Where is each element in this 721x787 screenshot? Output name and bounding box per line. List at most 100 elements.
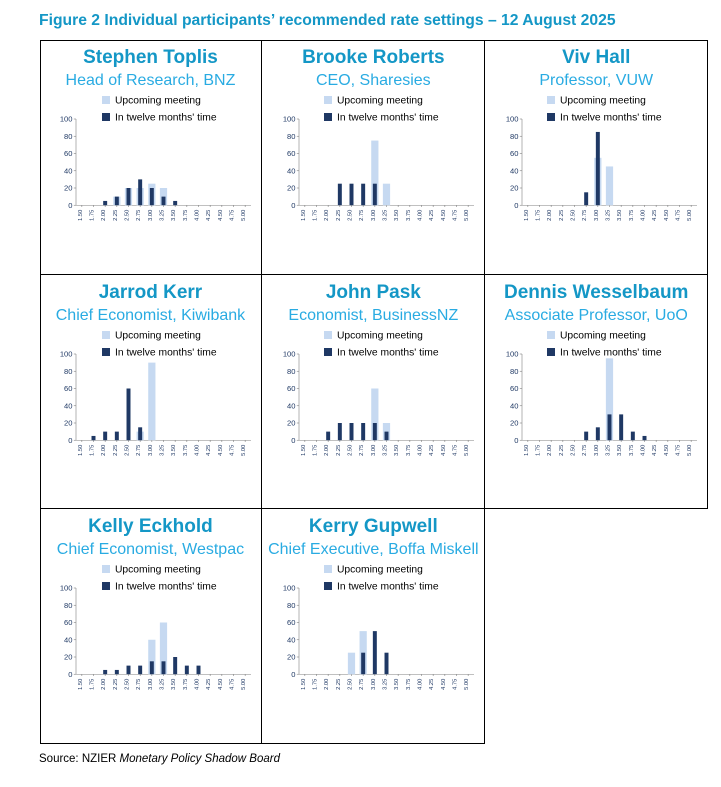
svg-text:80: 80 <box>64 367 72 376</box>
svg-text:3.75: 3.75 <box>629 444 635 455</box>
svg-text:40: 40 <box>64 401 72 410</box>
svg-text:4.25: 4.25 <box>652 210 658 221</box>
svg-text:0: 0 <box>68 670 72 679</box>
svg-text:3.75: 3.75 <box>629 210 635 221</box>
svg-text:2.50: 2.50 <box>570 210 576 221</box>
svg-text:4.00: 4.00 <box>417 679 423 690</box>
svg-text:3.00: 3.00 <box>371 679 377 690</box>
svg-text:2.50: 2.50 <box>347 210 353 221</box>
svg-text:3.75: 3.75 <box>406 210 412 221</box>
svg-text:3.50: 3.50 <box>394 210 400 221</box>
svg-text:2.50: 2.50 <box>347 444 353 455</box>
svg-text:Upcoming meeting: Upcoming meeting <box>115 96 201 107</box>
svg-text:0: 0 <box>291 201 295 210</box>
svg-text:40: 40 <box>510 166 518 175</box>
svg-text:2.50: 2.50 <box>570 444 576 455</box>
svg-text:2.75: 2.75 <box>359 444 365 455</box>
svg-text:0: 0 <box>68 201 72 210</box>
svg-text:4.50: 4.50 <box>218 210 224 221</box>
svg-text:4.00: 4.00 <box>417 444 423 455</box>
svg-text:100: 100 <box>506 349 519 358</box>
svg-text:20: 20 <box>510 184 518 193</box>
svg-text:3.75: 3.75 <box>183 210 189 221</box>
svg-text:1.50: 1.50 <box>301 679 307 690</box>
svg-text:0: 0 <box>291 670 295 679</box>
svg-text:Upcoming meeting: Upcoming meeting <box>560 96 646 107</box>
svg-text:4.75: 4.75 <box>230 444 236 455</box>
svg-text:4.75: 4.75 <box>452 444 458 455</box>
svg-text:2.25: 2.25 <box>113 444 119 455</box>
svg-text:1.50: 1.50 <box>524 444 530 455</box>
svg-text:40: 40 <box>64 636 72 645</box>
svg-text:4.25: 4.25 <box>206 679 212 690</box>
svg-text:4.50: 4.50 <box>441 679 447 690</box>
svg-text:3.75: 3.75 <box>183 679 189 690</box>
svg-text:100: 100 <box>60 584 73 593</box>
svg-text:4.75: 4.75 <box>452 679 458 690</box>
svg-text:2.00: 2.00 <box>324 679 330 690</box>
svg-text:4.75: 4.75 <box>675 210 681 221</box>
svg-text:3.00: 3.00 <box>148 679 154 690</box>
svg-text:4.25: 4.25 <box>429 679 435 690</box>
svg-text:3.50: 3.50 <box>617 444 623 455</box>
svg-text:2.00: 2.00 <box>324 210 330 221</box>
svg-text:100: 100 <box>60 115 73 124</box>
svg-text:60: 60 <box>510 384 518 393</box>
svg-text:3.00: 3.00 <box>371 444 377 455</box>
svg-text:60: 60 <box>64 384 72 393</box>
svg-text:2.75: 2.75 <box>582 444 588 455</box>
svg-text:1.50: 1.50 <box>78 444 84 455</box>
svg-text:2.75: 2.75 <box>136 679 142 690</box>
svg-text:2.75: 2.75 <box>359 210 365 221</box>
svg-text:3.25: 3.25 <box>160 210 166 221</box>
svg-text:20: 20 <box>510 418 518 427</box>
svg-text:60: 60 <box>287 149 295 158</box>
svg-text:5.00: 5.00 <box>464 679 470 690</box>
svg-text:2.50: 2.50 <box>347 679 353 690</box>
svg-text:40: 40 <box>287 401 295 410</box>
svg-text:80: 80 <box>64 132 72 141</box>
svg-text:2.50: 2.50 <box>125 679 131 690</box>
svg-text:2.25: 2.25 <box>113 210 119 221</box>
svg-text:60: 60 <box>64 149 72 158</box>
svg-text:4.50: 4.50 <box>218 679 224 690</box>
svg-text:4.75: 4.75 <box>230 210 236 221</box>
svg-text:1.50: 1.50 <box>78 679 84 690</box>
svg-text:40: 40 <box>64 166 72 175</box>
svg-text:3.25: 3.25 <box>382 444 388 455</box>
svg-text:4.75: 4.75 <box>230 679 236 690</box>
svg-text:4.00: 4.00 <box>640 444 646 455</box>
svg-text:100: 100 <box>283 349 296 358</box>
svg-text:40: 40 <box>287 636 295 645</box>
svg-text:1.75: 1.75 <box>90 444 96 455</box>
svg-text:80: 80 <box>510 367 518 376</box>
svg-text:3.25: 3.25 <box>605 444 611 455</box>
svg-text:80: 80 <box>287 132 295 141</box>
svg-text:1.75: 1.75 <box>312 444 318 455</box>
svg-text:80: 80 <box>510 132 518 141</box>
svg-text:3.75: 3.75 <box>406 679 412 690</box>
svg-text:Upcoming meeting: Upcoming meeting <box>115 330 201 341</box>
svg-text:0: 0 <box>514 201 518 210</box>
svg-text:0: 0 <box>68 436 72 445</box>
svg-text:80: 80 <box>287 367 295 376</box>
svg-text:3.25: 3.25 <box>382 210 388 221</box>
svg-text:2.00: 2.00 <box>547 444 553 455</box>
svg-text:40: 40 <box>287 166 295 175</box>
svg-text:20: 20 <box>64 418 72 427</box>
svg-text:4.50: 4.50 <box>441 444 447 455</box>
svg-text:4.25: 4.25 <box>652 444 658 455</box>
svg-text:20: 20 <box>64 184 72 193</box>
svg-text:100: 100 <box>60 349 73 358</box>
svg-text:Upcoming meeting: Upcoming meeting <box>337 96 423 107</box>
svg-text:3.50: 3.50 <box>171 679 177 690</box>
svg-text:1.75: 1.75 <box>535 444 541 455</box>
svg-text:3.75: 3.75 <box>406 444 412 455</box>
svg-text:2.25: 2.25 <box>336 444 342 455</box>
svg-text:40: 40 <box>510 401 518 410</box>
svg-text:1.50: 1.50 <box>301 210 307 221</box>
svg-text:Upcoming meeting: Upcoming meeting <box>560 330 646 341</box>
svg-text:2.50: 2.50 <box>125 210 131 221</box>
svg-text:4.00: 4.00 <box>195 210 201 221</box>
svg-text:4.25: 4.25 <box>429 444 435 455</box>
